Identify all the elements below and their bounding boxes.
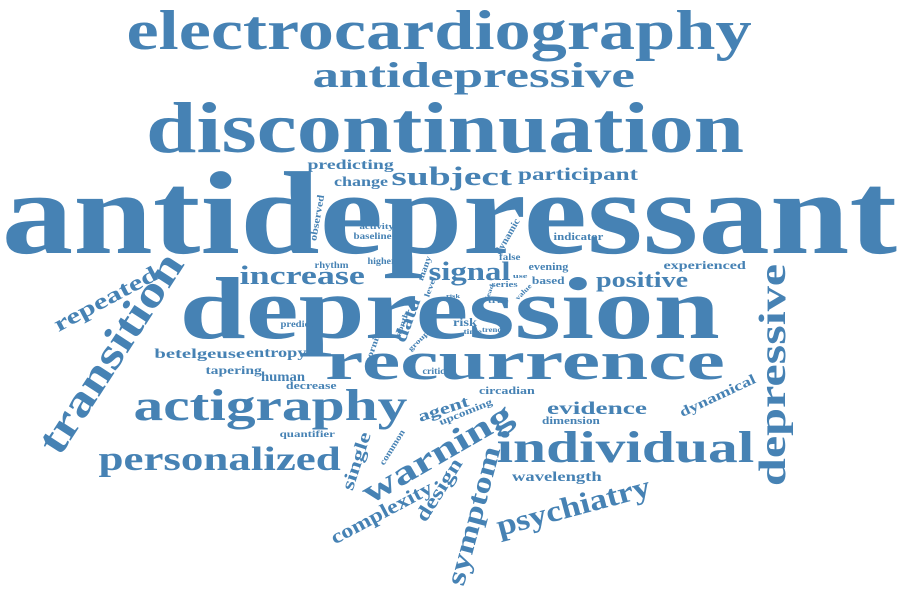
word-depressive: depressive [754, 264, 792, 486]
word-antidepressive: antidepressive [312, 57, 634, 93]
word-decrease: decrease [286, 382, 337, 392]
word-subject: subject [391, 164, 512, 190]
word-dimension: dimension [542, 417, 600, 427]
word-evening: evening [528, 263, 568, 273]
word-circadian: circadian [479, 387, 535, 397]
word-betelgeuse: betelgeuse [154, 348, 245, 362]
word-participant: participant [518, 165, 638, 183]
word-quantifier: quantifier [279, 430, 334, 439]
word-false: false [499, 253, 520, 262]
word-discontinuation: discontinuation [146, 92, 744, 164]
word-positive: positive [596, 269, 688, 291]
word-trend: trend [482, 327, 502, 334]
word-recurrence: recurrence [325, 334, 725, 388]
word-baseline: baseline [353, 232, 391, 241]
word-wavelength: wavelength [512, 471, 602, 485]
word-tapering: tapering [205, 364, 261, 376]
word-predict: predict [280, 320, 312, 329]
word-indicator: indicator [553, 233, 603, 243]
word-risk: risk [453, 316, 477, 328]
word-entropy: entropy [246, 347, 307, 361]
word-critical: critical [422, 367, 452, 376]
word-predicting: predicting [307, 159, 393, 173]
word-higher: higher [367, 257, 395, 266]
word-risk-small: risk [446, 294, 460, 300]
word-actigraphy: actigraphy [133, 384, 407, 428]
word-time: time [463, 329, 481, 336]
word-activity: activity [359, 223, 393, 231]
word-change: change [334, 176, 388, 190]
word-evidence: evidence [547, 399, 647, 417]
word-individual: individual [496, 426, 754, 470]
word-based: based [532, 277, 565, 287]
word-personalized: personalized [98, 443, 340, 477]
word-electrocardiography: electrocardiography [127, 3, 752, 59]
word-rhythm: rhythm [314, 261, 348, 270]
word-use: use [513, 274, 528, 280]
word-experienced: experienced [663, 259, 745, 271]
